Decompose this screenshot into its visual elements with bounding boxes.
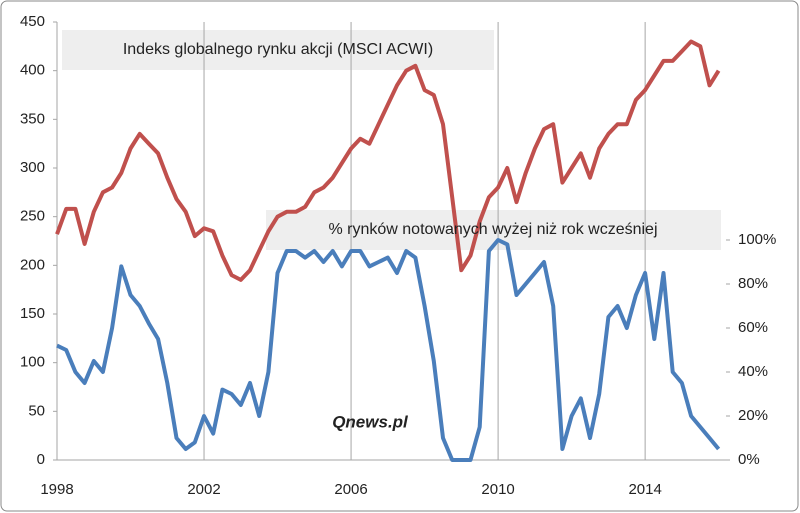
y-tick-label: 0 <box>37 451 45 468</box>
y-tick-label: 400 <box>20 62 45 79</box>
y2-tick-label: 60% <box>738 319 768 336</box>
y2-tick-label: 20% <box>738 407 768 424</box>
y-tick-label: 350 <box>20 110 45 127</box>
y-tick-label: 150 <box>20 305 45 322</box>
x-tick-label: 2014 <box>628 481 661 498</box>
y2-tick-label: 100% <box>738 231 776 248</box>
series-line <box>55 39 721 282</box>
y2-tick-label: 80% <box>738 275 768 292</box>
x-tick-label: 2006 <box>334 481 367 498</box>
series-line <box>56 238 721 462</box>
y-tick-label: 50 <box>28 402 45 419</box>
y-tick-label: 200 <box>20 256 45 273</box>
x-tick-label: 2002 <box>187 481 220 498</box>
y-tick-label: 300 <box>20 159 45 176</box>
x-tick-label: 2010 <box>481 481 514 498</box>
y-tick-label: 100 <box>20 354 45 371</box>
x-tick-label: 1998 <box>40 481 73 498</box>
y-tick-label: 250 <box>20 208 45 225</box>
y2-tick-label: 0% <box>738 451 760 468</box>
annotation: Qnews.pl <box>332 412 409 431</box>
y2-tick-label: 40% <box>738 363 768 380</box>
y-tick-label: 450 <box>20 13 45 30</box>
annotation: % rynków notowanych wyżej niż rok wcześn… <box>328 221 657 238</box>
annotation-box <box>62 30 494 70</box>
annotation: Indeks globalnego rynku akcji (MSCI ACWI… <box>123 41 433 58</box>
